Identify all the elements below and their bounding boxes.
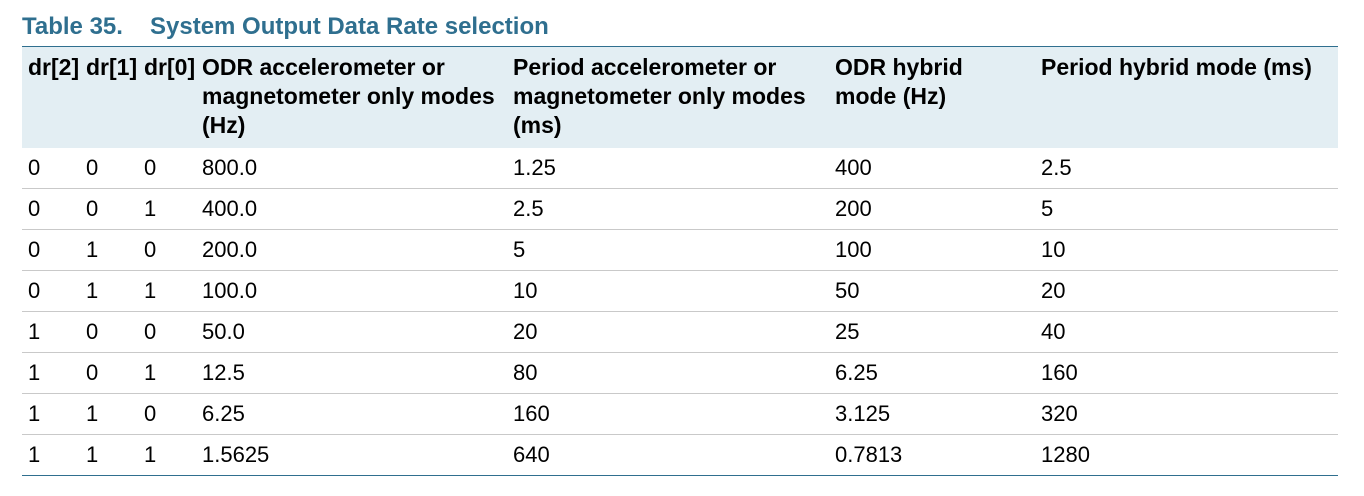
cell-period-hybrid: 5 — [1041, 196, 1054, 221]
cell-dr0: 1 — [144, 278, 157, 303]
odr-table: dr[2] dr[1] dr[0] ODR accelerometer or m… — [22, 47, 1338, 476]
header-period-hybrid: Period hybrid mode (ms) — [1041, 54, 1312, 80]
cell-dr1: 0 — [86, 319, 99, 344]
cell-odr-single: 12.5 — [202, 360, 245, 385]
header-period-single: Period accelerometer or magnetometer onl… — [513, 54, 806, 138]
table-header: dr[2] dr[1] dr[0] ODR accelerometer or m… — [22, 47, 1338, 148]
cell-period-single: 20 — [513, 319, 538, 344]
cell-dr0: 0 — [144, 401, 157, 426]
cell-period-single: 80 — [513, 360, 538, 385]
table-row: 1 0 0 50.0 20 25 40 — [22, 312, 1338, 353]
table-row: 0 0 1 400.0 2.5 200 5 — [22, 189, 1338, 230]
table-row: 0 0 0 800.0 1.25 400 2.5 — [22, 148, 1338, 189]
cell-dr2: 0 — [28, 237, 41, 262]
cell-odr-hybrid: 3.125 — [835, 401, 891, 426]
cell-odr-single: 1.5625 — [202, 442, 270, 467]
cell-odr-single: 200.0 — [202, 237, 258, 262]
header-dr2: dr[2] — [28, 54, 80, 80]
cell-odr-hybrid: 25 — [835, 319, 860, 344]
cell-dr2: 1 — [28, 401, 41, 426]
cell-period-hybrid: 2.5 — [1041, 155, 1072, 180]
cell-period-hybrid: 10 — [1041, 237, 1066, 262]
cell-dr2: 0 — [28, 155, 41, 180]
cell-period-hybrid: 20 — [1041, 278, 1066, 303]
table-number: Table 35. — [22, 13, 123, 40]
cell-period-single: 2.5 — [513, 196, 544, 221]
cell-dr2: 1 — [28, 442, 41, 467]
document-table-section: Table 35. System Output Data Rate select… — [22, 12, 1338, 476]
cell-dr2: 1 — [28, 319, 41, 344]
table-row: 1 1 0 6.25 160 3.125 320 — [22, 394, 1338, 435]
header-row: dr[2] dr[1] dr[0] ODR accelerometer or m… — [22, 47, 1338, 148]
cell-odr-hybrid: 100 — [835, 237, 872, 262]
cell-period-single: 160 — [513, 401, 550, 426]
cell-dr1: 0 — [86, 360, 99, 385]
cell-dr2: 0 — [28, 196, 41, 221]
cell-dr1: 1 — [86, 237, 99, 262]
header-dr1: dr[1] — [86, 54, 138, 80]
cell-dr0: 1 — [144, 442, 157, 467]
cell-dr1: 1 — [86, 278, 99, 303]
cell-odr-single: 400.0 — [202, 196, 258, 221]
cell-dr0: 0 — [144, 319, 157, 344]
cell-odr-hybrid: 400 — [835, 155, 872, 180]
caption-rule — [22, 46, 1338, 47]
cell-period-hybrid: 160 — [1041, 360, 1078, 385]
cell-odr-single: 800.0 — [202, 155, 258, 180]
cell-odr-single: 50.0 — [202, 319, 245, 344]
cell-dr1: 0 — [86, 155, 99, 180]
cell-odr-hybrid: 200 — [835, 196, 872, 221]
cell-dr0: 0 — [144, 155, 157, 180]
cell-odr-single: 6.25 — [202, 401, 245, 426]
cell-dr1: 1 — [86, 401, 99, 426]
cell-dr0: 1 — [144, 196, 157, 221]
table-title: System Output Data Rate selection — [150, 13, 549, 40]
header-odr-single: ODR accelerometer or magnetometer only m… — [202, 54, 495, 138]
cell-dr2: 1 — [28, 360, 41, 385]
cell-dr1: 0 — [86, 196, 99, 221]
cell-dr2: 0 — [28, 278, 41, 303]
table-row: 1 1 1 1.5625 640 0.7813 1280 — [22, 435, 1338, 476]
table-row: 0 1 0 200.0 5 100 10 — [22, 230, 1338, 271]
cell-odr-hybrid: 50 — [835, 278, 860, 303]
cell-period-single: 5 — [513, 237, 526, 262]
table-body: 0 0 0 800.0 1.25 400 2.5 0 0 1 400.0 2.5 200 5 0 1 0 200.… — [22, 148, 1338, 476]
cell-dr0: 1 — [144, 360, 157, 385]
table-row: 1 0 1 12.5 80 6.25 160 — [22, 353, 1338, 394]
cell-dr0: 0 — [144, 237, 157, 262]
cell-period-single: 10 — [513, 278, 538, 303]
header-dr0: dr[0] — [144, 54, 196, 80]
cell-odr-hybrid: 6.25 — [835, 360, 878, 385]
cell-period-hybrid: 40 — [1041, 319, 1066, 344]
cell-period-hybrid: 320 — [1041, 401, 1078, 426]
cell-period-hybrid: 1280 — [1041, 442, 1090, 467]
cell-odr-hybrid: 0.7813 — [835, 442, 903, 467]
table-caption: Table 35. System Output Data Rate select… — [22, 12, 1338, 46]
cell-odr-single: 100.0 — [202, 278, 258, 303]
header-odr-hybrid: ODR hybrid mode (Hz) — [835, 54, 963, 109]
table-row: 0 1 1 100.0 10 50 20 — [22, 271, 1338, 312]
cell-period-single: 1.25 — [513, 155, 556, 180]
cell-period-single: 640 — [513, 442, 550, 467]
cell-dr1: 1 — [86, 442, 99, 467]
